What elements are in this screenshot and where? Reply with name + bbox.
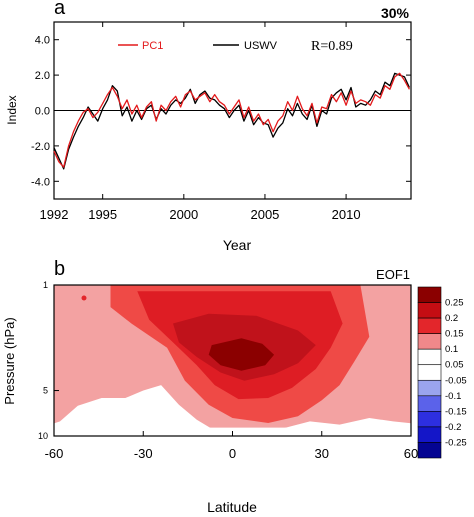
colorbar-label: 0.25 <box>445 298 464 309</box>
x-tick-label: 2005 <box>250 207 279 222</box>
x-tick-label-b: -30 <box>134 446 153 461</box>
colorbar-label: -0.05 <box>445 375 467 386</box>
x-axis-label: Year <box>223 237 252 253</box>
colorbar-label: -0.2 <box>445 422 461 433</box>
x-tick-label-b: 0 <box>229 446 236 461</box>
y-axis-label: Index <box>5 95 19 124</box>
series-line-uswv <box>53 72 410 170</box>
series-line-pc1 <box>53 72 410 168</box>
y-tick-label-b: 1 <box>43 280 48 290</box>
x-tick-label-b: 30 <box>315 446 329 461</box>
colorbar-swatch <box>417 426 442 443</box>
y-tick-label: 2.0 <box>35 70 50 82</box>
y-tick-label-b: 10 <box>38 431 48 441</box>
colorbar-swatch <box>417 442 442 459</box>
colorbar: 0.25 0.2 0.15 0.1 0.05 -0.05 -0.1 -0.15 -0.2 -0.2… <box>417 286 467 459</box>
x-tick-label: 1995 <box>88 207 117 222</box>
y-tick-label: 0.0 <box>35 106 50 118</box>
y-tick-label: -4.0 <box>31 176 50 188</box>
colorbar-swatch <box>417 348 442 366</box>
legend-label-uswv: USWV <box>244 40 278 52</box>
x-tick-label: 2000 <box>169 207 198 222</box>
legend: PC1 USWV R=0.89 <box>118 39 353 54</box>
colorbar-swatch <box>417 286 442 303</box>
line-plot-area: 4.0 2.0 0.0 -2.0 -4.0 1992 1995 2000 2005 2010 <box>31 21 412 222</box>
colorbar-swatch <box>417 364 442 381</box>
colorbar-label: 0.2 <box>445 313 458 324</box>
x-tick-label-b: -60 <box>45 446 64 461</box>
colorbar-label: -0.15 <box>445 406 467 417</box>
y-axis-ticks: 4.0 2.0 0.0 -2.0 -4.0 <box>31 35 411 188</box>
small-contour-dot <box>81 295 87 301</box>
contour-field <box>54 285 411 436</box>
x-axis-ticks: 1992 1995 2000 2005 2010 <box>40 22 361 222</box>
colorbar-swatch <box>417 379 442 397</box>
correlation-label: R=0.89 <box>311 39 353 54</box>
y-tick-label-b: 5 <box>43 386 48 396</box>
panel-b-label: b <box>54 258 65 280</box>
colorbar-swatch <box>417 411 442 428</box>
colorbar-label: 0.05 <box>445 360 464 371</box>
colorbar-swatch <box>417 395 442 412</box>
legend-label-pc1: PC1 <box>142 40 163 52</box>
x-tick-label-b: 60 <box>404 446 418 461</box>
panel-a-label: a <box>54 0 66 19</box>
panel-a: a 30% 4.0 2.0 0.0 -2.0 -4.0 1992 1995 2000 2005… <box>5 0 412 253</box>
below-threshold-region <box>54 385 411 436</box>
y-axis-label-b: Pressure (hPa) <box>2 317 17 404</box>
colorbar-label: 0.15 <box>445 329 464 340</box>
series-lines <box>53 72 410 170</box>
colorbar-label: 0.1 <box>445 344 458 355</box>
eof-label: EOF1 <box>376 267 410 282</box>
colorbar-swatch <box>417 302 442 319</box>
colorbar-swatch <box>417 317 442 334</box>
x-tick-label: 1992 <box>40 207 69 222</box>
contour-level-0.3 <box>208 338 275 371</box>
x-axis-ticks-b: -60 -30 0 30 60 <box>45 431 418 461</box>
colorbar-swatch <box>417 333 442 350</box>
colorbar-label: -0.1 <box>445 391 461 402</box>
y-tick-label: 4.0 <box>35 35 50 47</box>
colorbar-label: -0.25 <box>445 438 467 449</box>
x-tick-label: 2010 <box>332 207 361 222</box>
variance-percent: 30% <box>381 5 410 21</box>
x-axis-label-b: Latitude <box>207 499 257 515</box>
y-tick-label: -2.0 <box>31 141 50 153</box>
